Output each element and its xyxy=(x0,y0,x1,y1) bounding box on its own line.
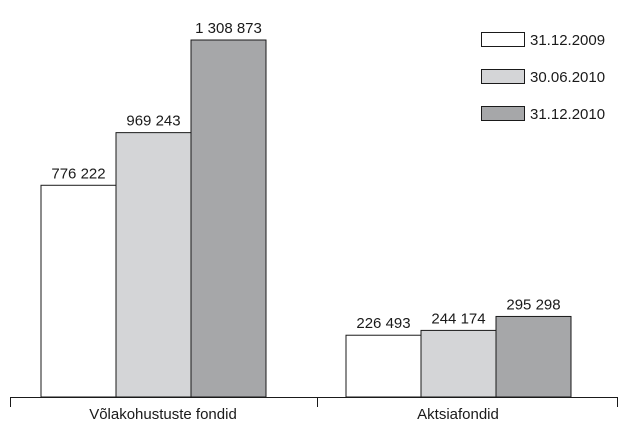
legend-label-2: 31.12.2010 xyxy=(530,106,605,123)
bars-group xyxy=(40,39,572,398)
value-labels-group: 776 222 969 243 1 308 873 226 493 244 174 295… xyxy=(51,20,560,332)
value-label-0-1: 969 243 xyxy=(126,113,180,130)
legend-swatch-1 xyxy=(481,69,525,84)
bar-0-0 xyxy=(40,184,117,398)
bar-1-1 xyxy=(420,329,497,398)
legend-label-1: 30.06.2010 xyxy=(530,69,605,86)
bar-0-2 xyxy=(190,39,267,398)
value-label-0-0: 776 222 xyxy=(51,165,105,182)
category-label-0: Võlakohustuste fondid xyxy=(89,406,237,423)
category-label-1: Aktsiafondid xyxy=(417,406,499,423)
value-label-1-0: 226 493 xyxy=(356,315,410,332)
value-label-0-2: 1 308 873 xyxy=(195,20,262,37)
legend-swatch-2 xyxy=(481,106,525,121)
legend: 31.12.2009 30.06.2010 31.12.2010 xyxy=(481,32,605,123)
x-axis: Võlakohustuste fondid Aktsiafondid xyxy=(10,397,618,423)
legend-label-0: 31.12.2009 xyxy=(530,32,605,49)
legend-swatch-0 xyxy=(481,32,525,47)
bar-0-1 xyxy=(115,132,192,398)
bar-1-0 xyxy=(345,334,422,398)
value-label-1-1: 244 174 xyxy=(431,310,485,327)
bar-1-2 xyxy=(495,315,572,398)
value-label-1-2: 295 298 xyxy=(506,296,560,313)
